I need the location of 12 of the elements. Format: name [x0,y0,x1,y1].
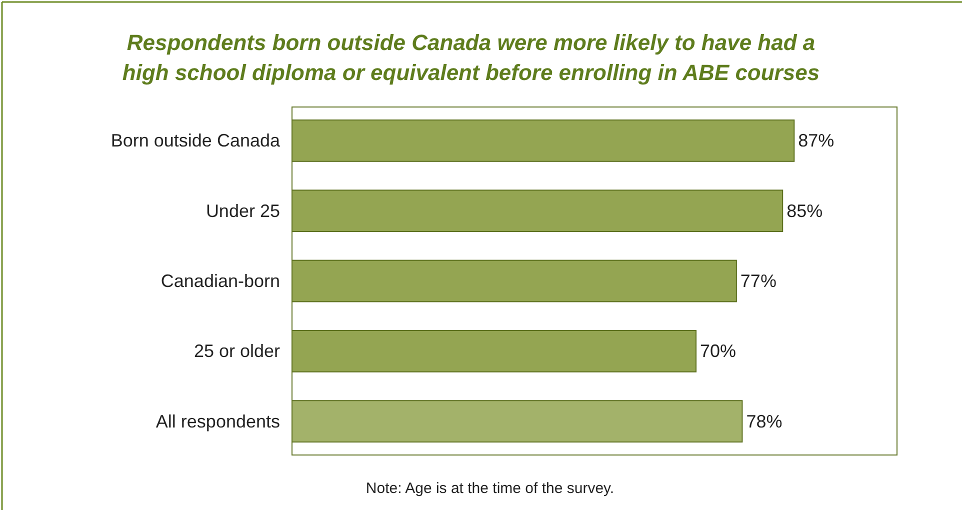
y-tick-label: 25 or older [194,341,280,362]
data-label: 77% [740,271,776,291]
data-label: 70% [700,341,736,362]
y-tick-label: Under 25 [206,200,280,221]
data-label: 78% [746,411,782,432]
data-label: 85% [786,200,823,221]
data-label: 87% [798,130,834,151]
chart-title: Respondents born outside Canada were more likely to have had a high school diploma or equivalent before enrolling in ABE courses [122,30,820,85]
y-tick-label: Born outside Canada [110,130,281,151]
y-tick-label: Canadian-born [160,271,280,291]
text: Note: Age is at the time of the survey. [366,480,614,497]
y-tick-label: All respondents [156,411,280,432]
